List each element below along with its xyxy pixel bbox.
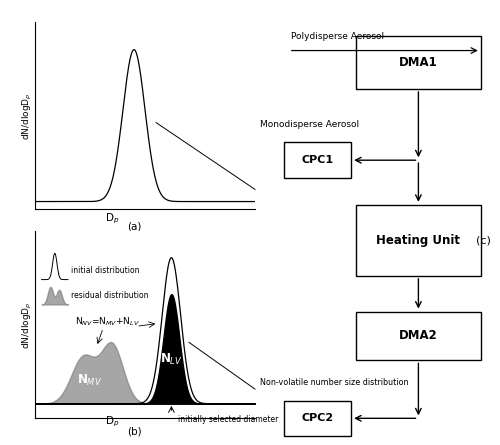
Text: (c): (c)	[476, 235, 490, 245]
Text: initial distribution: initial distribution	[72, 266, 140, 275]
Text: D$_p$: D$_p$	[105, 211, 119, 226]
FancyBboxPatch shape	[356, 312, 481, 360]
Text: CPC2: CPC2	[302, 413, 334, 423]
Text: Heating Unit: Heating Unit	[376, 234, 460, 247]
Text: DMA2: DMA2	[399, 329, 438, 343]
Text: (a): (a)	[127, 221, 141, 231]
Text: N$_{MV}$: N$_{MV}$	[78, 373, 102, 388]
FancyBboxPatch shape	[356, 36, 481, 89]
Y-axis label: dN/dlogD$_p$: dN/dlogD$_p$	[20, 301, 34, 349]
Text: initially selected diameter: initially selected diameter	[178, 415, 278, 424]
Text: Monodisperse Aerosol: Monodisperse Aerosol	[260, 120, 359, 129]
Text: CPC1: CPC1	[302, 155, 334, 165]
Text: Polydisperse Aerosol: Polydisperse Aerosol	[291, 32, 384, 41]
Text: N$_{LV}$: N$_{LV}$	[160, 352, 182, 368]
Text: Non-volatile number size distribution: Non-volatile number size distribution	[260, 378, 408, 387]
Text: N$_{NV}$=N$_{MV}$+N$_{LV}$: N$_{NV}$=N$_{MV}$+N$_{LV}$	[74, 316, 140, 328]
FancyBboxPatch shape	[356, 205, 481, 276]
Text: (b): (b)	[126, 426, 142, 437]
Text: DMA1: DMA1	[399, 56, 438, 69]
FancyBboxPatch shape	[284, 400, 351, 436]
FancyBboxPatch shape	[284, 142, 351, 178]
Y-axis label: dN/dlogD$_p$: dN/dlogD$_p$	[20, 92, 34, 140]
Text: residual distribution: residual distribution	[72, 291, 149, 300]
Text: D$_p$: D$_p$	[105, 415, 119, 429]
